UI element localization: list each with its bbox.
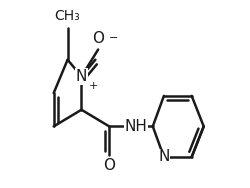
Text: −: − <box>109 33 119 43</box>
Text: N: N <box>76 69 87 84</box>
Text: O: O <box>92 31 104 46</box>
Text: O: O <box>103 158 115 173</box>
Text: N: N <box>158 149 170 164</box>
Text: NH: NH <box>125 119 148 134</box>
Text: +: + <box>89 81 98 91</box>
Text: CH₃: CH₃ <box>55 9 80 23</box>
